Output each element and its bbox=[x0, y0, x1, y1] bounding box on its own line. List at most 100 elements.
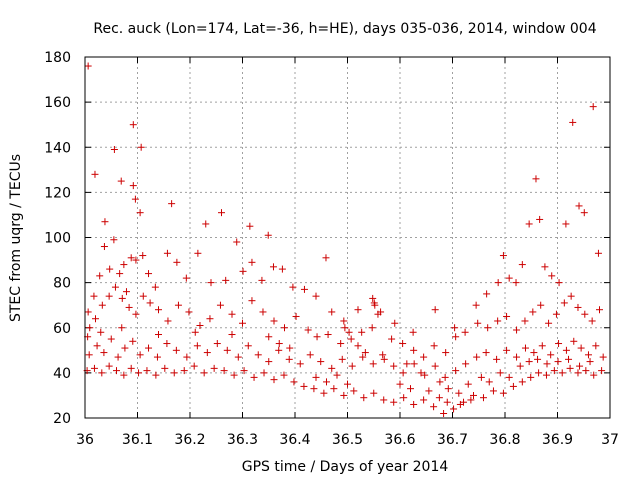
data-point bbox=[105, 292, 113, 300]
data-point bbox=[296, 360, 304, 368]
data-point bbox=[180, 367, 188, 375]
data-point bbox=[84, 62, 92, 70]
data-point bbox=[505, 373, 513, 381]
data-point bbox=[555, 340, 563, 348]
data-point bbox=[91, 170, 99, 178]
data-point bbox=[350, 387, 358, 395]
data-point bbox=[170, 369, 178, 377]
data-point bbox=[359, 353, 367, 361]
data-point bbox=[246, 222, 254, 230]
data-point bbox=[137, 143, 145, 151]
data-point bbox=[111, 283, 119, 291]
data-point bbox=[110, 146, 118, 154]
data-point bbox=[371, 301, 379, 309]
data-point bbox=[278, 265, 286, 273]
y-tick-label: 180 bbox=[44, 50, 71, 66]
data-point bbox=[575, 202, 583, 210]
data-point bbox=[576, 362, 584, 370]
y-tick-label: 100 bbox=[44, 231, 71, 247]
data-point bbox=[330, 385, 338, 393]
data-point bbox=[304, 326, 312, 334]
data-point bbox=[493, 355, 501, 363]
data-point bbox=[496, 369, 504, 377]
data-point bbox=[379, 351, 387, 359]
data-point bbox=[442, 349, 450, 357]
data-point bbox=[265, 333, 273, 341]
data-point bbox=[582, 367, 590, 375]
data-point bbox=[474, 319, 482, 327]
data-point bbox=[370, 389, 378, 397]
data-point bbox=[567, 292, 575, 300]
data-point bbox=[409, 328, 417, 336]
data-point bbox=[190, 362, 198, 370]
y-tick-label: 20 bbox=[53, 411, 71, 427]
data-point bbox=[248, 297, 256, 305]
data-point bbox=[203, 349, 211, 357]
data-point bbox=[503, 312, 511, 320]
y-tick-label: 140 bbox=[44, 140, 71, 156]
data-point bbox=[451, 324, 459, 332]
data-point bbox=[360, 394, 368, 402]
data-point bbox=[118, 324, 126, 332]
data-point bbox=[588, 317, 596, 325]
data-point bbox=[250, 373, 258, 381]
data-point bbox=[489, 387, 497, 395]
data-point bbox=[354, 342, 362, 350]
data-point bbox=[161, 364, 169, 372]
data-point bbox=[86, 324, 94, 332]
data-point bbox=[127, 254, 135, 262]
data-point bbox=[530, 349, 538, 357]
data-point bbox=[260, 369, 268, 377]
data-point bbox=[555, 279, 563, 287]
data-point bbox=[410, 400, 418, 408]
x-tick-label: 36.2 bbox=[174, 432, 205, 448]
data-point bbox=[100, 243, 108, 251]
grid bbox=[85, 57, 610, 418]
data-point bbox=[548, 272, 556, 280]
data-point bbox=[407, 385, 414, 393]
data-point bbox=[348, 362, 356, 370]
data-point bbox=[440, 409, 448, 417]
data-point bbox=[574, 369, 582, 377]
data-point bbox=[132, 310, 140, 318]
y-tick-label: 80 bbox=[53, 276, 71, 292]
data-point bbox=[239, 267, 247, 275]
data-point bbox=[234, 353, 242, 361]
data-point bbox=[155, 331, 162, 339]
data-point bbox=[129, 121, 137, 129]
data-point bbox=[380, 355, 388, 363]
data-point bbox=[369, 360, 377, 368]
x-axis-label: GPS time / Days of year 2014 bbox=[242, 459, 449, 475]
data-point bbox=[258, 276, 266, 284]
data-point bbox=[333, 371, 341, 379]
y-axis-ticks: 20 40 60 80 100 120 140 160 180 bbox=[44, 50, 610, 427]
data-point bbox=[121, 344, 129, 352]
data-point bbox=[132, 256, 140, 264]
data-point bbox=[354, 306, 362, 314]
data-point bbox=[163, 340, 171, 348]
data-point bbox=[97, 328, 105, 336]
data-point bbox=[213, 340, 221, 348]
data-point bbox=[525, 220, 533, 228]
data-point bbox=[570, 337, 578, 345]
data-point bbox=[118, 294, 126, 302]
data-point bbox=[122, 288, 130, 296]
data-point bbox=[420, 353, 428, 361]
data-points bbox=[83, 62, 607, 417]
data-point bbox=[435, 394, 443, 402]
data-point bbox=[96, 272, 104, 280]
data-point bbox=[512, 279, 520, 287]
data-point bbox=[390, 398, 398, 406]
data-point bbox=[270, 317, 278, 325]
data-point bbox=[430, 403, 438, 411]
x-tick-label: 36.8 bbox=[489, 432, 520, 448]
data-point bbox=[534, 355, 542, 363]
data-point bbox=[337, 340, 345, 348]
data-point bbox=[562, 346, 570, 354]
data-point bbox=[220, 367, 228, 375]
data-point bbox=[289, 283, 297, 291]
data-point bbox=[590, 371, 598, 379]
data-point bbox=[120, 261, 128, 269]
data-point bbox=[542, 371, 550, 379]
data-point bbox=[513, 326, 521, 334]
